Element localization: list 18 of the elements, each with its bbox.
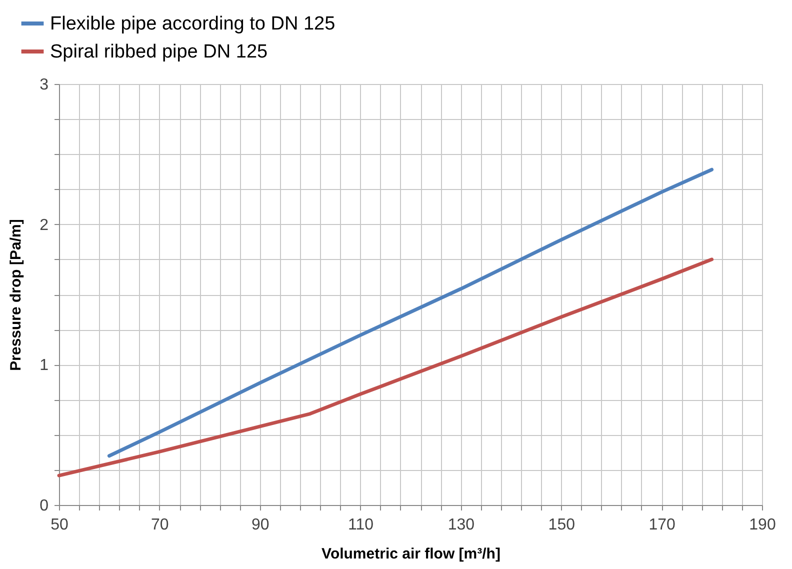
y-tick-label: 3 (40, 76, 49, 94)
line-series (57, 258, 714, 478)
line-series (107, 168, 714, 458)
x-tick-label: 190 (749, 516, 776, 534)
legend-label: Flexible pipe according to DN 125 (50, 14, 336, 34)
x-tick-label: 170 (648, 516, 676, 534)
x-tick-label: 50 (50, 516, 68, 534)
y-tick-label: 0 (40, 498, 49, 514)
y-axis-title: Pressure drop [Pa/m] (8, 219, 25, 371)
x-tick-label: 110 (348, 516, 374, 534)
x-axis-title: Volumetric air flow [m³/h] (322, 546, 500, 562)
legend-label: Spiral ribbed pipe DN 125 (50, 42, 268, 62)
x-tick-label: 70 (151, 516, 169, 534)
y-tick-label: 1 (40, 357, 49, 374)
x-tick-label: 150 (548, 516, 576, 534)
x-tick-label: 130 (448, 516, 475, 534)
x-tick-label: 90 (251, 516, 270, 534)
y-tick-label: 2 (40, 216, 49, 234)
